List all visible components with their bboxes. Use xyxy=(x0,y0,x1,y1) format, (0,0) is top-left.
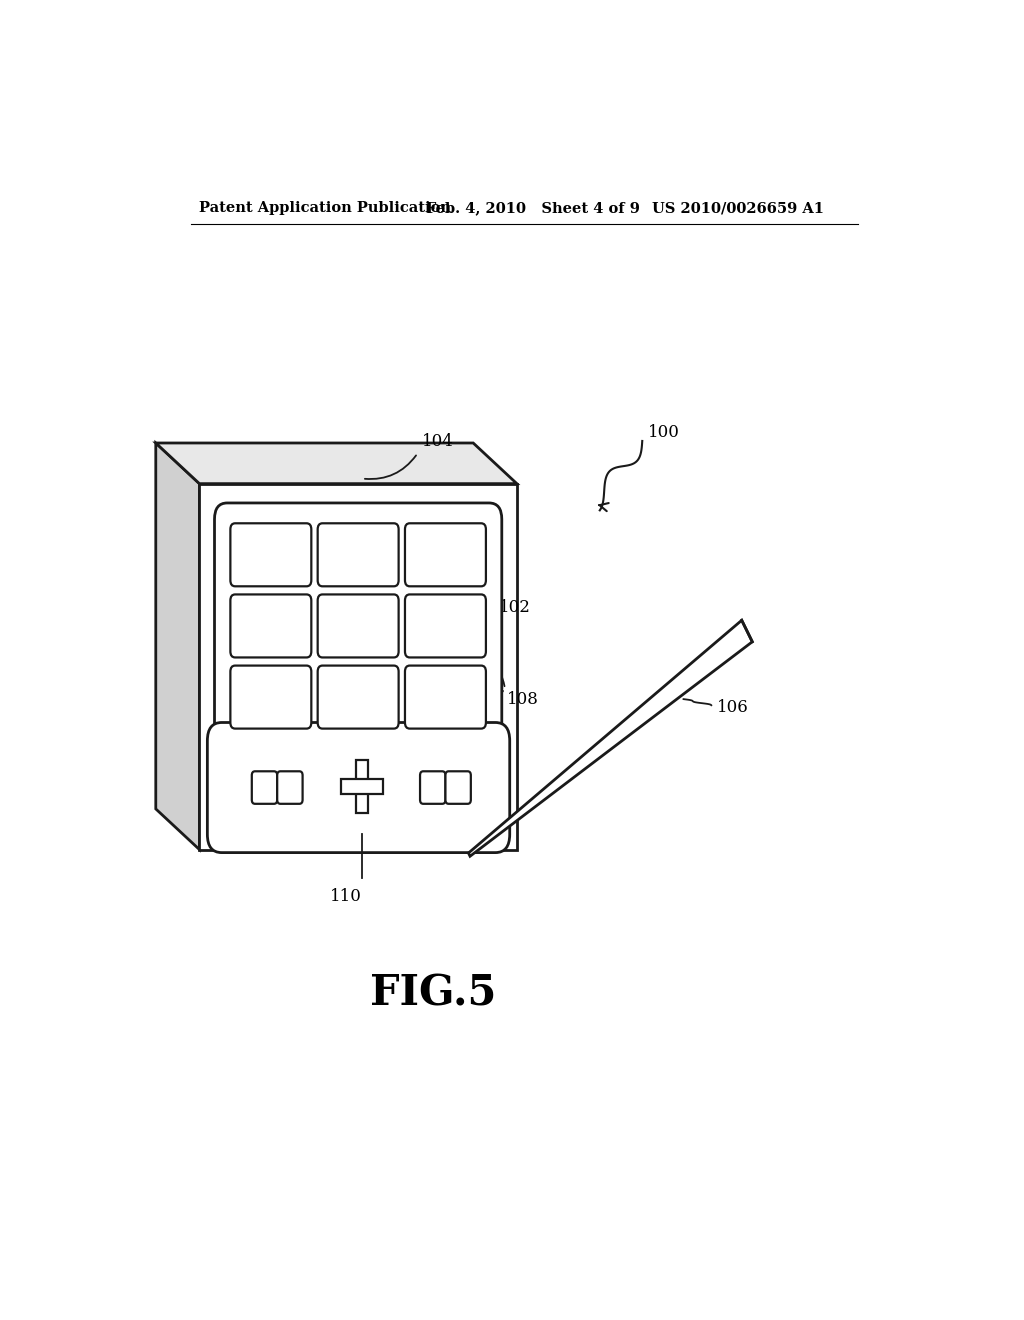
FancyBboxPatch shape xyxy=(207,722,510,853)
FancyBboxPatch shape xyxy=(230,594,311,657)
FancyBboxPatch shape xyxy=(317,523,398,586)
Text: Feb. 4, 2010   Sheet 4 of 9: Feb. 4, 2010 Sheet 4 of 9 xyxy=(426,201,639,215)
Polygon shape xyxy=(468,620,753,857)
Text: US 2010/0026659 A1: US 2010/0026659 A1 xyxy=(652,201,823,215)
Text: 104: 104 xyxy=(422,433,454,450)
FancyBboxPatch shape xyxy=(317,594,398,657)
FancyBboxPatch shape xyxy=(404,665,486,729)
Polygon shape xyxy=(356,760,368,813)
Text: FIG.5: FIG.5 xyxy=(371,973,497,1015)
FancyBboxPatch shape xyxy=(252,771,278,804)
Polygon shape xyxy=(156,444,200,850)
Text: 108: 108 xyxy=(507,690,540,708)
Text: 106: 106 xyxy=(717,698,749,715)
FancyBboxPatch shape xyxy=(230,665,311,729)
Polygon shape xyxy=(341,779,383,795)
Polygon shape xyxy=(200,483,517,850)
FancyBboxPatch shape xyxy=(278,771,303,804)
Text: 102: 102 xyxy=(500,599,531,616)
FancyBboxPatch shape xyxy=(230,523,311,586)
FancyBboxPatch shape xyxy=(214,503,502,748)
Text: Patent Application Publication: Patent Application Publication xyxy=(200,201,452,215)
FancyBboxPatch shape xyxy=(317,665,398,729)
FancyBboxPatch shape xyxy=(404,523,486,586)
FancyBboxPatch shape xyxy=(404,594,486,657)
Text: 110: 110 xyxy=(331,888,362,906)
FancyBboxPatch shape xyxy=(445,771,471,804)
Text: 100: 100 xyxy=(648,424,680,441)
FancyBboxPatch shape xyxy=(420,771,445,804)
Polygon shape xyxy=(156,444,517,483)
